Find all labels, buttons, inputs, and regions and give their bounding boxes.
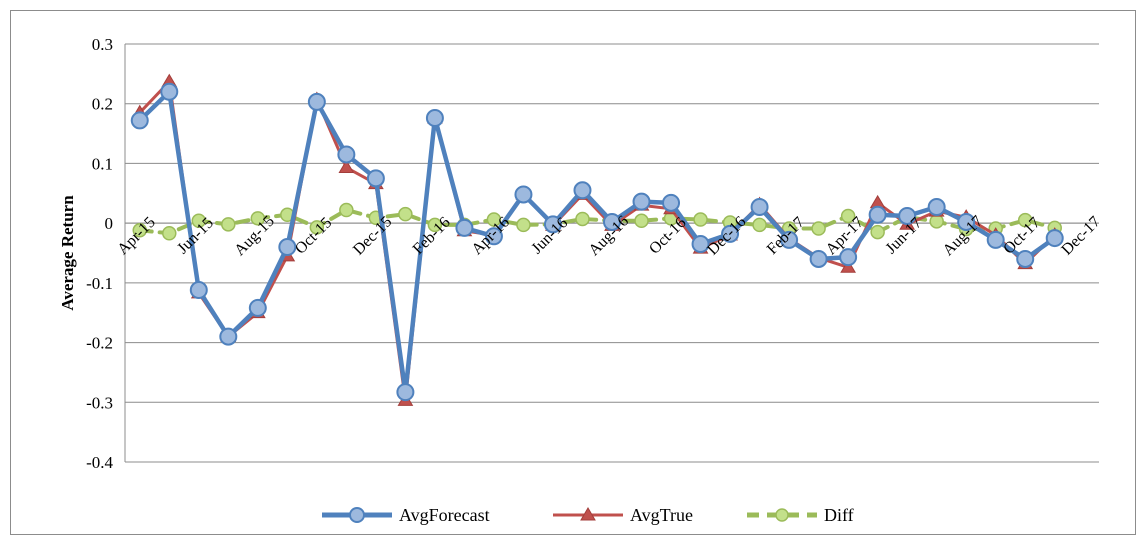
data-point [1045,229,1064,248]
data-point [160,82,179,101]
data-point [307,92,326,111]
data-point [780,230,799,249]
data-point [543,215,562,234]
legend-item-avgtrue: AvgTrue [553,505,693,525]
gridlines [125,43,1099,463]
data-point [309,220,325,235]
data-point [870,224,885,240]
data-point [484,227,503,246]
data-point [130,111,149,130]
data-point [603,212,621,231]
data-point [1017,212,1033,228]
data-point [986,230,1005,249]
legend: AvgForecast AvgTrue Diff [322,505,854,525]
data-point [396,383,415,402]
data-point [634,213,649,229]
data-point [927,198,946,217]
data-point [839,248,858,267]
data-point [366,169,385,188]
y-tick-label: -0.3 [86,393,113,412]
data-point [929,214,944,229]
data-point [691,235,710,254]
legend-label: AvgForecast [399,505,490,525]
data-point [132,223,148,238]
y-tick-label: -0.1 [86,274,113,293]
legend-label: AvgTrue [630,505,693,525]
data-point [868,205,887,224]
y-tick-label: -0.4 [86,453,113,472]
data-point [1016,249,1035,268]
x-tick-label: Dec-17 [1058,213,1103,258]
y-tick-label: 0.2 [92,95,113,114]
y-axis-title: Average Return [58,195,77,311]
data-point [721,224,740,243]
data-point [191,213,207,229]
data-point [337,145,356,164]
data-point [840,259,856,273]
data-point [516,217,531,233]
data-point [427,217,443,233]
legend-label: Diff [824,505,854,525]
y-tick-labels: 0.3 0.2 0.1 0 -0.1 -0.2 -0.3 -0.4 [86,35,113,472]
legend-item-avgforecast: AvgForecast [322,505,490,525]
data-point [219,327,238,346]
data-point [425,109,444,128]
data-point [339,202,354,218]
data-point [809,249,828,268]
data-point [514,185,533,204]
data-point [248,298,267,317]
legend-marker [349,507,365,523]
y-tick-label: 0 [105,214,114,233]
series-avgforecast [130,82,1064,402]
series-group [130,73,1064,406]
y-tick-label: 0.3 [92,35,113,54]
data-point [632,192,651,211]
data-point [898,206,917,225]
legend-marker [580,507,596,521]
data-point [575,211,590,227]
data-point [662,193,681,212]
data-point [573,181,592,200]
data-point [398,206,413,222]
data-point [957,212,976,231]
data-point [162,226,177,241]
x-tick-label: Apr-15 [114,214,158,258]
data-point [752,217,767,233]
legend-marker [775,508,789,522]
y-tick-label: 0.1 [92,154,113,173]
y-tick-label: -0.2 [86,334,113,353]
data-point [250,211,266,226]
data-point [693,212,708,227]
data-point [486,212,502,227]
data-point [189,281,208,300]
data-point [221,217,236,232]
data-point [338,159,355,174]
data-point [455,218,474,237]
legend-item-diff: Diff [747,505,854,525]
data-point [811,221,826,236]
data-point [278,238,297,257]
data-point [840,208,856,224]
data-point [750,198,769,217]
